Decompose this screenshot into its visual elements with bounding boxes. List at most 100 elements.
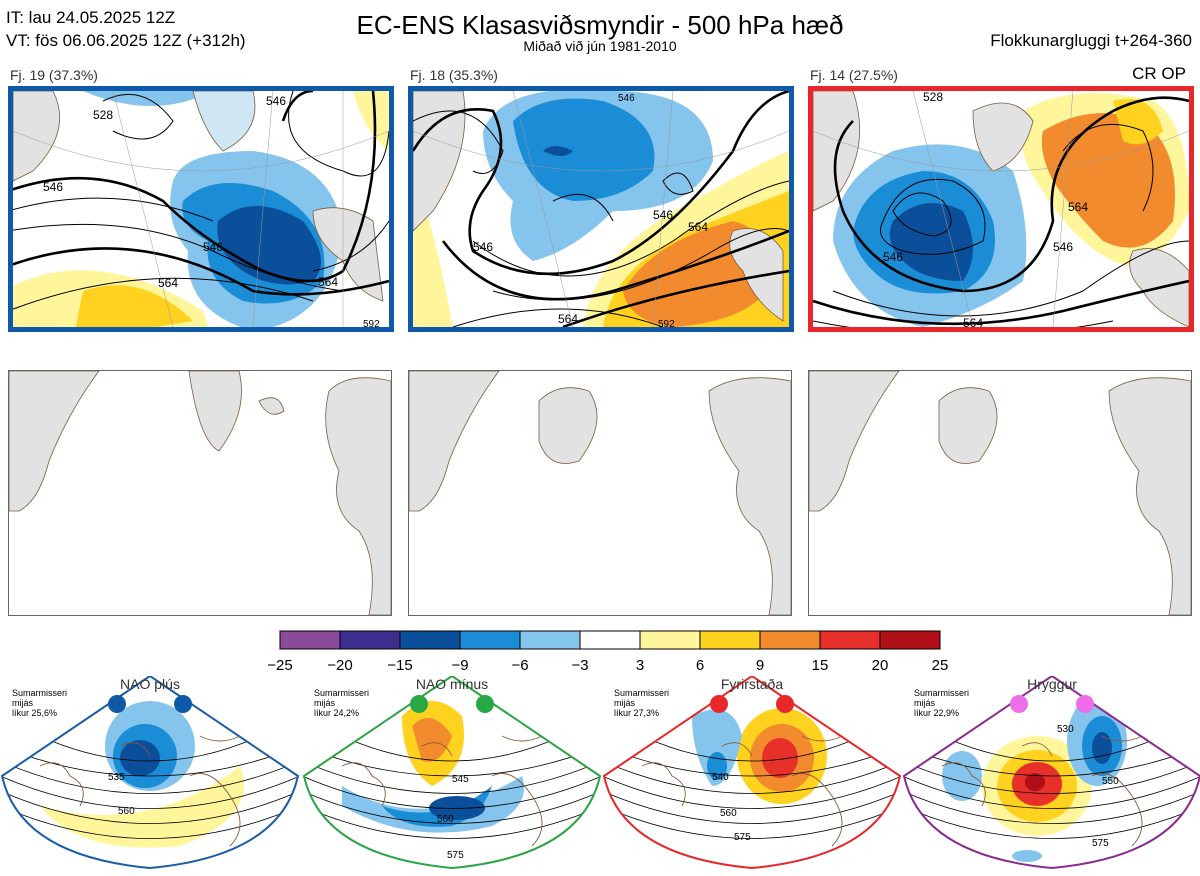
valid-time: VT: fös 06.06.2025 12Z (+312h) — [6, 31, 246, 50]
colorbar-segment — [279, 630, 341, 650]
colorbar-segment — [819, 630, 881, 650]
regime-panel: 535 560 NAO plús Sumarmisseri mijás líkur 25,… — [0, 674, 300, 871]
empty-map-1 — [8, 370, 392, 616]
classification-window: Flokkunargluggi t+264-360 — [990, 31, 1192, 50]
regime-contour-label: 535 — [108, 772, 125, 783]
regime-panel: 540 560 575 Fyrirstaða Sumarmisseri mijás líku… — [602, 674, 902, 871]
cluster-3-contour-label: 564 — [963, 316, 983, 327]
regime-dot — [1076, 695, 1094, 713]
cluster-3-contour-label: 546 — [883, 250, 903, 264]
colorbar-segment — [579, 630, 641, 650]
colorbar-tick-label: 15 — [812, 657, 829, 674]
cluster-1-contour-label: 546 — [203, 240, 223, 254]
regime-name: Hryggur — [1027, 676, 1077, 692]
regime-info: Sumarmisseri mijás líkur 24,2% — [314, 688, 369, 718]
regime-contour-label: 575 — [447, 850, 464, 861]
empty-map-2 — [408, 370, 792, 616]
colorbar-tick-label: 3 — [636, 657, 644, 674]
cluster-1-map: 546 564 546 564 528 546 592 — [8, 86, 394, 332]
cluster-2-contour-label: 546 — [473, 240, 493, 254]
cluster-1-contour-label: 528 — [93, 108, 113, 122]
regime-type: mijás — [314, 698, 336, 708]
colorbar-segment — [759, 630, 821, 650]
empty-map-3 — [808, 370, 1192, 616]
colorbar-segment — [399, 630, 461, 650]
page-subtitle: Miðað við jún 1981-2010 — [523, 38, 677, 54]
colorbar-tick-label: 6 — [696, 657, 704, 674]
regime-info: Sumarmisseri mijás líkur 25,6% — [12, 688, 67, 718]
regime-dot — [174, 695, 192, 713]
regime-probability: líkur 27,3% — [614, 708, 660, 718]
regime-probability: líkur 25,6% — [12, 708, 58, 718]
regime-contour-label: 550 — [1102, 776, 1119, 787]
colorbar-segment — [699, 630, 761, 650]
regime-probability: líkur 22,9% — [914, 708, 960, 718]
cluster-2-contour-label: 592 — [658, 319, 675, 327]
regime-probability: líkur 24,2% — [314, 708, 360, 718]
colorbar-tick-label: −3 — [571, 657, 588, 674]
regime-period: Sumarmisseri — [614, 688, 670, 698]
regime-dot — [1010, 695, 1028, 713]
cluster-3-label: Fj. 14 (27.5%) — [810, 67, 898, 83]
regime-type: mijás — [614, 698, 636, 708]
init-time: IT: lau 24.05.2025 12Z — [6, 8, 176, 27]
colorbar-tick-label: −6 — [511, 657, 528, 674]
cr-op-label: CR OP — [1132, 64, 1186, 83]
cluster-1-contour-label: 592 — [363, 319, 380, 327]
regime-period: Sumarmisseri — [314, 688, 370, 698]
cluster-3-contour-label: 546 — [1053, 240, 1073, 254]
colorbar-segment — [339, 630, 401, 650]
regime-dot — [476, 695, 494, 713]
colorbar-tick-label: −15 — [387, 657, 412, 674]
regime-contour-label: 575 — [1092, 838, 1109, 849]
regime-type: mijás — [12, 698, 34, 708]
regime-dot — [108, 695, 126, 713]
colorbar-segment — [879, 630, 941, 650]
colorbar-tick-label: −25 — [267, 657, 292, 674]
cluster-2-contour-label: 546 — [618, 93, 635, 104]
regime-name: NAO mínus — [415, 676, 489, 692]
cluster-2-label: Fj. 18 (35.3%) — [410, 67, 498, 83]
colorbar-tick-label: 25 — [932, 657, 949, 674]
regime-name: Fyrirstaða — [720, 676, 784, 692]
regime-info: Sumarmisseri mijás líkur 22,9% — [914, 688, 969, 718]
regime-contour-label: 560 — [437, 814, 454, 825]
cluster-1-contour-label: 564 — [318, 275, 338, 289]
cluster-1-contour-label: 564 — [158, 276, 178, 290]
header-info: IT: lau 24.05.2025 12Z VT: fös 06.06.202… — [6, 6, 246, 52]
cluster-1-contour-label: 546 — [266, 94, 286, 108]
colorbar-tick-label: 20 — [872, 657, 889, 674]
regime-type: mijás — [914, 698, 936, 708]
regime-contour-label: 540 — [712, 772, 729, 783]
regime-panel: 545 560 575 NAO mínus Sumarmisseri mijás líkur… — [302, 674, 602, 871]
regime-dot — [710, 695, 728, 713]
regime-dot — [410, 695, 428, 713]
colorbar-segment — [639, 630, 701, 650]
colorbar-tick-label: −20 — [327, 657, 352, 674]
page-title: EC-ENS Klasasviðsmyndir - 500 hPa hæð — [356, 10, 844, 40]
cluster-1-contour-label: 546 — [43, 180, 63, 194]
cluster-2-contour-label: 564 — [558, 312, 578, 326]
regime-info: Sumarmisseri mijás líkur 27,3% — [614, 688, 669, 718]
colorbar: −25 −20 −15 −9 −6 −3 3 6 9 15 20 25 — [260, 628, 960, 674]
cluster-2-contour-label: 546 — [653, 208, 673, 222]
regime-period: Sumarmisseri — [914, 688, 970, 698]
regime-panel: 530 550 575 Hryggur Sumarmisseri mijás líkur 2… — [902, 674, 1200, 871]
cluster-3-contour-label: 564 — [1068, 200, 1088, 214]
cluster-1-label: Fj. 19 (37.3%) — [10, 67, 98, 83]
cluster-2-contour-label: 564 — [688, 220, 708, 234]
regime-contour-label: 560 — [720, 808, 737, 819]
cluster-3-map: 546 564 546 564 528 — [808, 86, 1194, 332]
regime-period: Sumarmisseri — [12, 688, 68, 698]
regime-dot — [776, 695, 794, 713]
colorbar-segment — [459, 630, 521, 650]
colorbar-segment — [519, 630, 581, 650]
regime-contour-label: 530 — [1057, 724, 1074, 735]
cluster-3-contour-label: 528 — [923, 91, 943, 104]
regime-contour-label: 575 — [734, 832, 751, 843]
regime-name: NAO plús — [120, 676, 180, 692]
colorbar-tick-label: 9 — [756, 657, 764, 674]
colorbar-tick-label: −9 — [451, 657, 468, 674]
regime-contour-label: 560 — [118, 806, 135, 817]
regime-contour-label: 545 — [452, 774, 469, 785]
